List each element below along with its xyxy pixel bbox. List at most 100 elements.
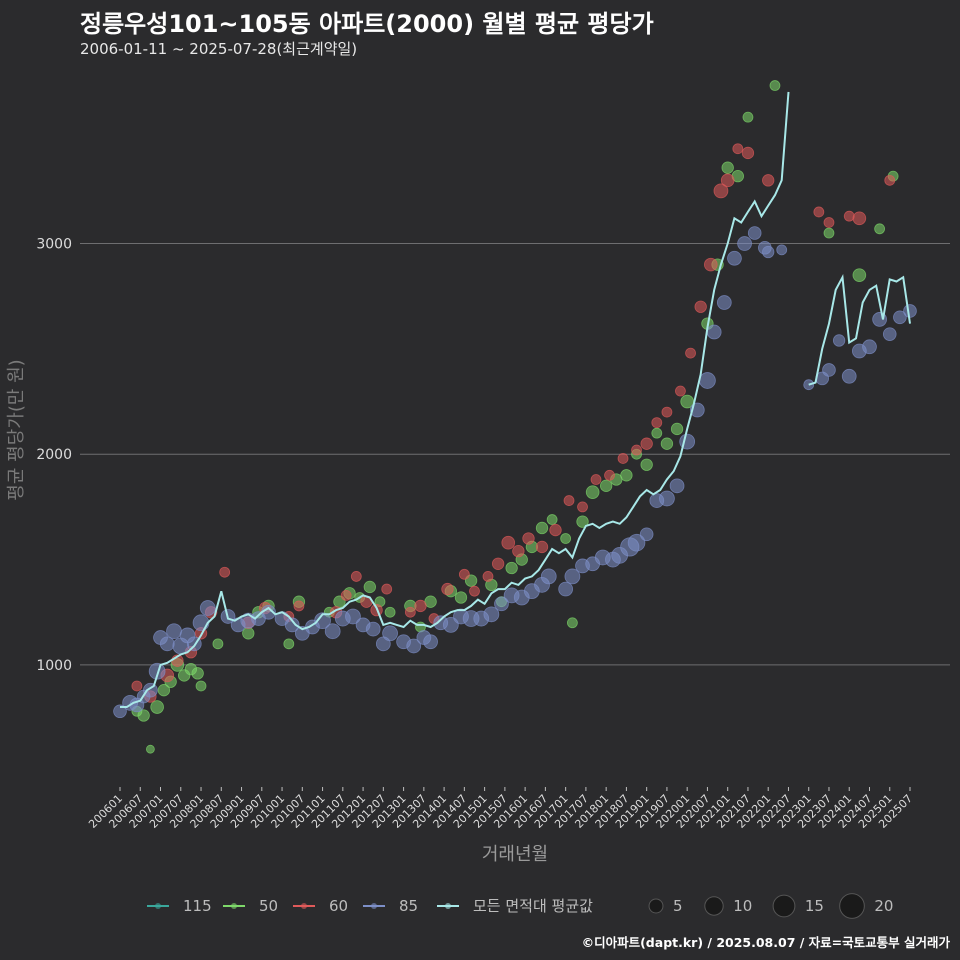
average-line: [120, 91, 911, 708]
data-point-85: [442, 617, 459, 633]
data-point-60: [522, 532, 535, 545]
data-point-60: [694, 300, 707, 313]
y-tick-label: 2000: [36, 447, 72, 463]
data-point-50: [670, 422, 684, 436]
data-point-50: [546, 514, 558, 525]
data-point-85: [199, 600, 216, 616]
data-point-85: [659, 490, 675, 507]
data-point-60: [720, 173, 735, 188]
data-point-50: [585, 485, 600, 499]
data-point-50: [242, 627, 255, 640]
data-point-60: [590, 474, 602, 485]
legend-label: 50: [259, 897, 278, 915]
x-axis-label: 거래년월: [482, 844, 548, 865]
data-point-60: [685, 347, 696, 359]
data-point-50: [150, 700, 164, 714]
data-point-50: [769, 80, 781, 91]
data-point-60: [661, 406, 673, 418]
data-point-50: [560, 533, 572, 544]
data-point-50: [191, 667, 204, 680]
data-point-60: [732, 143, 744, 155]
data-point-85: [706, 324, 722, 340]
data-point-85: [627, 533, 646, 552]
data-point-50: [721, 161, 734, 174]
data-point-50: [576, 515, 589, 528]
data-point-50: [145, 744, 155, 754]
size-legend-circle: [839, 893, 865, 919]
size-legend-label: 10: [733, 897, 752, 915]
axis-layer: 1000200030002006012006072007012007072008…: [6, 237, 915, 865]
data-point-85: [903, 304, 917, 318]
data-point-60: [458, 568, 470, 580]
data-point-50: [620, 469, 633, 482]
data-point-50: [454, 591, 468, 604]
data-point-85: [716, 295, 732, 310]
data-point-60: [762, 174, 775, 187]
data-point-60: [350, 571, 362, 582]
data-point-50: [823, 227, 835, 239]
scatter-layer: [113, 80, 917, 754]
data-point-85: [558, 581, 574, 597]
data-point-85: [699, 372, 716, 389]
y-tick-label: 3000: [36, 237, 72, 253]
data-point-60: [704, 257, 718, 272]
data-point-50: [742, 111, 754, 123]
data-point-50: [363, 580, 376, 594]
data-point-60: [741, 146, 755, 160]
data-point-85: [564, 568, 581, 585]
data-point-60: [549, 523, 562, 537]
data-point-85: [862, 339, 877, 355]
data-point-85: [284, 617, 300, 633]
legend-label: 60: [329, 897, 348, 915]
data-point-85: [166, 623, 182, 640]
data-point-50: [212, 638, 224, 650]
y-tick-label: 1000: [36, 658, 72, 674]
footer-credit: ©디아파트(dapt.kr) / 2025.08.07 / 자료=국토교통부 실…: [581, 935, 950, 950]
size-legend-label: 15: [805, 897, 824, 915]
data-point-85: [747, 226, 762, 240]
data-point-60: [441, 582, 454, 596]
data-point-85: [192, 614, 210, 632]
data-point-60: [577, 501, 588, 513]
chart-subtitle: 2006-01-11 ~ 2025-07-28(최근계약일): [80, 40, 358, 58]
data-point-85: [365, 621, 381, 637]
data-point-85: [406, 638, 422, 654]
data-point-85: [669, 478, 685, 494]
data-point-85: [494, 596, 509, 612]
data-point-50: [651, 427, 663, 439]
data-point-60: [512, 544, 525, 558]
data-point-85: [143, 682, 158, 698]
data-point-85: [737, 236, 752, 251]
data-point-60: [823, 217, 835, 228]
data-point-85: [832, 334, 846, 347]
data-point-60: [563, 495, 575, 506]
data-point-60: [604, 469, 615, 481]
data-point-85: [727, 250, 742, 266]
data-point-50: [535, 521, 549, 535]
legend-key-dot: [445, 903, 451, 909]
data-point-60: [617, 453, 629, 464]
data-point-85: [639, 527, 654, 542]
data-point-60: [404, 606, 416, 618]
legend-key-dot: [155, 903, 161, 909]
data-point-60: [293, 600, 305, 612]
data-point-50: [157, 684, 171, 697]
data-point-85: [822, 363, 836, 377]
data-point-60: [631, 444, 642, 456]
data-point-50: [852, 268, 867, 282]
data-point-50: [195, 680, 207, 692]
data-point-85: [382, 625, 398, 642]
data-point-60: [813, 206, 825, 218]
data-point-60: [414, 599, 427, 613]
size-legend-label: 20: [874, 897, 893, 915]
legend-label: 모든 면적대 평균값: [473, 897, 593, 915]
data-point-60: [482, 571, 494, 582]
data-point-60: [469, 585, 480, 597]
data-point-60: [852, 211, 867, 226]
data-point-85: [483, 606, 500, 623]
data-point-85: [159, 636, 175, 652]
data-point-85: [314, 612, 331, 630]
size-legend-circle: [772, 894, 796, 918]
legend-key-dot: [231, 903, 237, 909]
